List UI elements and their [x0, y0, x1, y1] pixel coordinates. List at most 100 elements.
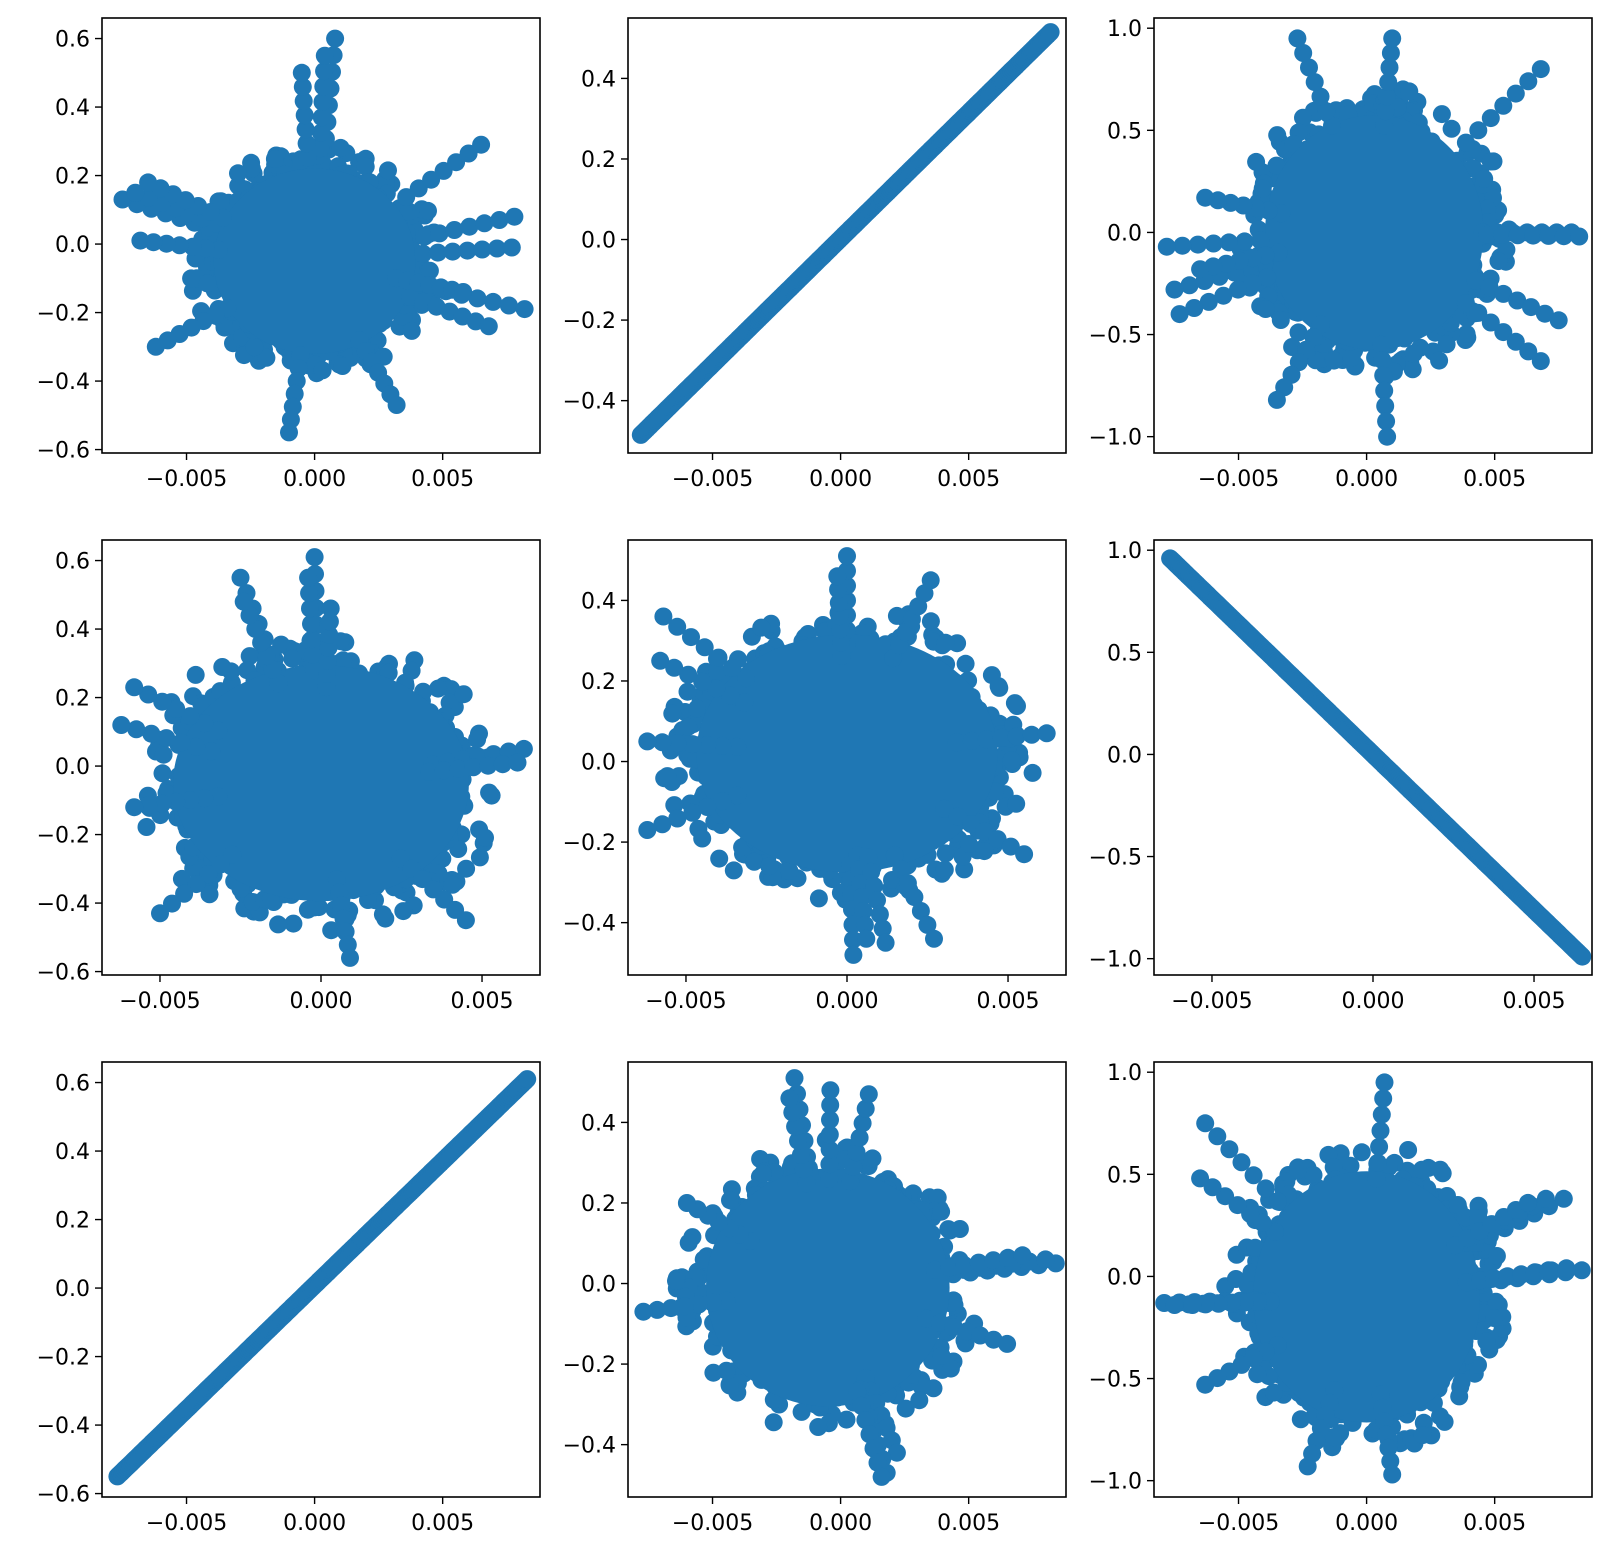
scatter-point: [317, 678, 336, 697]
scatter-point: [263, 660, 282, 679]
scatter-point: [1381, 44, 1400, 62]
scatter-point: [1214, 286, 1233, 305]
scatter-point: [240, 647, 259, 666]
scatter-point: [420, 261, 439, 280]
scatter-point: [200, 885, 219, 904]
scatter-point: [473, 240, 492, 259]
scatter-point: [1258, 268, 1277, 287]
scatter-point: [313, 92, 332, 111]
scatter-point: [1531, 60, 1550, 79]
y-tick-label: 0.5: [1107, 119, 1142, 144]
scatter-point: [460, 217, 479, 236]
scatter-point: [126, 183, 145, 202]
scatter-point: [488, 239, 506, 258]
x-tick-label: −0.005: [119, 989, 200, 1014]
scatter-point: [1375, 116, 1394, 135]
scatter-point: [311, 139, 330, 158]
y-tick-label: 0.0: [55, 233, 90, 258]
scatter-point: [1383, 29, 1402, 48]
y-tick-label: 0.4: [55, 96, 90, 121]
scatter-point: [1432, 105, 1451, 124]
scatter-point: [443, 242, 462, 261]
scatter-point: [229, 164, 247, 183]
scatter-point: [468, 289, 487, 308]
scatter-point: [1268, 126, 1287, 145]
scatter-point: [1256, 300, 1275, 318]
scatter-point: [1400, 82, 1419, 101]
scatter-series: [1157, 29, 1589, 446]
scatter-point: [1494, 323, 1513, 342]
scatter-point: [1377, 87, 1396, 106]
scatter-point: [1374, 366, 1393, 385]
scatter-point: [1478, 225, 1496, 244]
scatter-point: [1267, 390, 1286, 409]
scatter-point: [321, 599, 340, 618]
scatter-point: [341, 948, 359, 967]
scatter-point: [139, 796, 158, 815]
scatter-point: [457, 859, 476, 878]
scatter-point: [1506, 332, 1525, 351]
scatter-point: [1199, 292, 1218, 311]
scatter-point: [305, 898, 324, 917]
scatter-point: [157, 234, 176, 253]
scatter-point: [470, 848, 489, 867]
scatter-point: [479, 756, 497, 775]
scatter-point: [245, 338, 264, 357]
scatter-point: [172, 869, 191, 888]
scatter-point: [1469, 303, 1488, 322]
scatter-point: [1300, 58, 1318, 77]
scatter-point: [196, 239, 215, 258]
scatter-point: [144, 233, 163, 252]
scatter-point: [456, 911, 475, 930]
scatter-core: [1265, 115, 1484, 350]
scatter-point: [1251, 231, 1270, 250]
y-tick-label: 0.4: [581, 67, 616, 92]
scatter-point: [1466, 271, 1485, 290]
x-tick-label: 0.005: [451, 989, 514, 1014]
scatter-series: [113, 29, 534, 442]
scatter-point: [490, 211, 509, 229]
y-tick-label: 0.2: [581, 148, 616, 173]
scatter-point: [1229, 280, 1247, 299]
x-tick-label: −0.005: [146, 467, 227, 492]
scatter-point: [1508, 291, 1527, 310]
scatter-point: [269, 674, 288, 693]
scatter-point: [1196, 188, 1215, 207]
scatter-point: [181, 707, 200, 726]
scatter-point: [402, 321, 421, 340]
scatter-point: [1204, 234, 1223, 253]
scatter-point: [458, 241, 477, 260]
scatter-point: [1437, 335, 1456, 354]
scatter-point: [1478, 199, 1497, 218]
y-tick-label: 0.0: [581, 229, 616, 254]
scatter-point: [449, 759, 468, 778]
scatter-point: [1267, 156, 1286, 175]
scatter-point: [508, 753, 527, 772]
scatter-point: [1377, 412, 1396, 431]
scatter-point: [1185, 299, 1204, 317]
scatter-point: [379, 161, 397, 180]
scatter-point: [1294, 44, 1313, 62]
scatter-series: [638, 547, 1056, 964]
scatter-point: [1317, 102, 1336, 121]
scatter-point: [514, 739, 533, 758]
scatter-point: [1305, 73, 1324, 92]
scatter-point: [240, 606, 259, 625]
subplot-3: −0.005 0.000 0.005−1.0−0.50.00.51.0: [1089, 17, 1593, 492]
scatter-point: [298, 148, 317, 167]
scatter-point: [333, 357, 352, 375]
scatter-point: [265, 150, 284, 168]
y-tick-label: 0.2: [55, 687, 90, 712]
scatter-point: [303, 645, 322, 664]
scatter-point: [515, 300, 534, 319]
scatter-point: [1325, 351, 1343, 370]
scatter-point: [1220, 233, 1238, 252]
scatter-point: [1376, 102, 1395, 121]
scatter-point: [294, 92, 313, 111]
scatter-point: [301, 599, 319, 618]
scatter-point: [1188, 235, 1207, 254]
scatter-point: [1494, 284, 1513, 303]
scatter-point: [137, 818, 156, 836]
scatter-point: [1243, 274, 1262, 293]
scatter-point: [195, 789, 214, 808]
